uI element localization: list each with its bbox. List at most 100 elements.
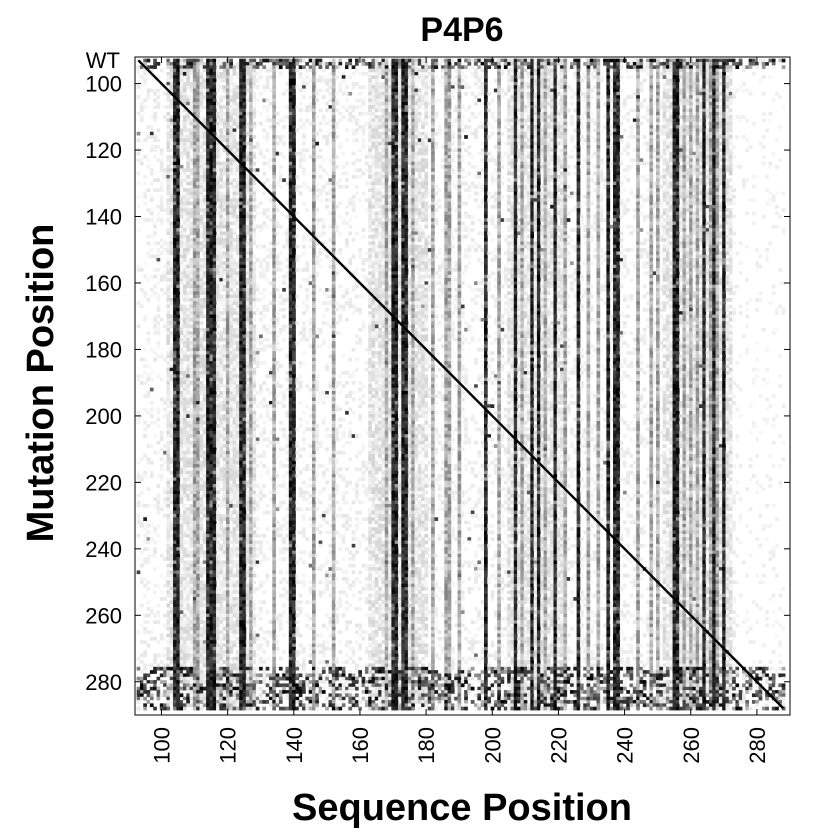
- heatmap-cell: [193, 457, 197, 461]
- heatmap-cell: [223, 245, 227, 249]
- heatmap-cell: [176, 491, 180, 495]
- heatmap-cell: [216, 494, 220, 498]
- heatmap-cell: [203, 202, 207, 206]
- heatmap-cell: [209, 697, 213, 701]
- heatmap-cell: [226, 580, 230, 584]
- heatmap-cell: [183, 368, 187, 372]
- heatmap-cell: [243, 447, 247, 451]
- heatmap-cell: [229, 534, 233, 538]
- heatmap-cell: [196, 693, 200, 697]
- heatmap-cell: [206, 142, 210, 146]
- heatmap-cell: [243, 278, 247, 282]
- heatmap-cell: [206, 441, 210, 445]
- heatmap-cell: [203, 69, 207, 73]
- heatmap-cell: [246, 202, 250, 206]
- heatmap-cell: [180, 438, 184, 442]
- heatmap-cell: [183, 145, 187, 149]
- heatmap-cell: [153, 551, 157, 555]
- heatmap-cell: [193, 504, 197, 508]
- heatmap-cell: [193, 461, 197, 465]
- heatmap-cell: [236, 109, 240, 113]
- heatmap-cell: [233, 85, 237, 89]
- heatmap-cell: [186, 444, 190, 448]
- heatmap-cell: [229, 560, 233, 564]
- heatmap-cell: [157, 128, 161, 132]
- heatmap-cell: [206, 182, 210, 186]
- heatmap-cell: [226, 115, 230, 119]
- heatmap-cell: [203, 185, 207, 189]
- heatmap-cell: [186, 624, 190, 628]
- heatmap-cell: [176, 351, 180, 355]
- heatmap-cell: [157, 534, 161, 538]
- heatmap-cell: [183, 89, 187, 93]
- heatmap-cell: [213, 188, 217, 192]
- heatmap-cell: [180, 504, 184, 508]
- heatmap-cell: [183, 65, 187, 69]
- heatmap-cell: [226, 587, 230, 591]
- heatmap-cell: [239, 212, 243, 216]
- heatmap-cell: [200, 584, 204, 588]
- heatmap-cell: [243, 158, 247, 162]
- heatmap-cell: [190, 554, 194, 558]
- heatmap-cell: [246, 624, 250, 628]
- heatmap-cell: [196, 331, 200, 335]
- heatmap-cell: [183, 138, 187, 142]
- heatmap-cell: [190, 457, 194, 461]
- heatmap-cell: [173, 461, 177, 465]
- heatmap-cell: [180, 673, 184, 677]
- heatmap-cell: [196, 238, 200, 242]
- heatmap-cell: [180, 677, 184, 681]
- heatmap-cell: [176, 354, 180, 358]
- heatmap-cell: [213, 258, 217, 262]
- heatmap-cell: [203, 647, 207, 651]
- heatmap-cell: [229, 457, 233, 461]
- heatmap-cell: [160, 148, 164, 152]
- heatmap-cell: [200, 594, 204, 598]
- heatmap-cell: [163, 168, 167, 172]
- heatmap-cell: [229, 391, 233, 395]
- heatmap-cell: [239, 265, 243, 269]
- heatmap-cell: [219, 334, 223, 338]
- heatmap-cell: [193, 128, 197, 132]
- heatmap-cell: [183, 683, 187, 687]
- heatmap-cell: [196, 388, 200, 392]
- heatmap-cell: [226, 514, 230, 518]
- heatmap-cell: [233, 178, 237, 182]
- heatmap-cell: [216, 424, 220, 428]
- heatmap-cell: [213, 477, 217, 481]
- heatmap-cell: [216, 557, 220, 561]
- heatmap-cell: [246, 667, 250, 671]
- heatmap-cell: [173, 600, 177, 604]
- heatmap-cell: [216, 381, 220, 385]
- heatmap-cell: [176, 663, 180, 667]
- heatmap-cell: [236, 617, 240, 621]
- heatmap-cell: [180, 451, 184, 455]
- heatmap-cell: [249, 59, 253, 63]
- heatmap-cell: [223, 487, 227, 491]
- heatmap-cell: [216, 617, 220, 621]
- heatmap-cell: [173, 75, 177, 79]
- heatmap-cell: [183, 411, 187, 415]
- heatmap-cell: [150, 687, 154, 691]
- heatmap-cell: [186, 567, 190, 571]
- heatmap-cell: [196, 162, 200, 166]
- heatmap-cell: [209, 487, 213, 491]
- heatmap-cell: [137, 182, 141, 186]
- heatmap-cell: [196, 381, 200, 385]
- heatmap-cell: [200, 614, 204, 618]
- heatmap-cell: [236, 474, 240, 478]
- heatmap-cell: [180, 368, 184, 372]
- heatmap-cell: [186, 102, 190, 106]
- heatmap-cell: [206, 414, 210, 418]
- heatmap-cell: [170, 135, 174, 139]
- heatmap-cell: [157, 584, 161, 588]
- heatmap-cell: [150, 348, 154, 352]
- heatmap-cell: [196, 411, 200, 415]
- heatmap-cell: [219, 584, 223, 588]
- heatmap-cell: [233, 454, 237, 458]
- heatmap-cell: [236, 670, 240, 674]
- heatmap-cell: [193, 683, 197, 687]
- heatmap-cell: [200, 441, 204, 445]
- heatmap-cell: [190, 172, 194, 176]
- heatmap-cell: [193, 341, 197, 345]
